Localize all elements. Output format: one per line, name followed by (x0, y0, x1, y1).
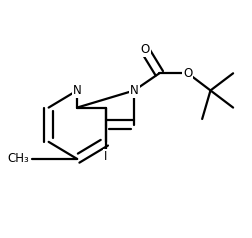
Text: O: O (183, 67, 193, 80)
Text: O: O (140, 44, 150, 56)
Text: N: N (73, 84, 82, 97)
Text: N: N (130, 84, 139, 97)
Text: I: I (104, 150, 107, 163)
Text: CH₃: CH₃ (8, 153, 30, 165)
